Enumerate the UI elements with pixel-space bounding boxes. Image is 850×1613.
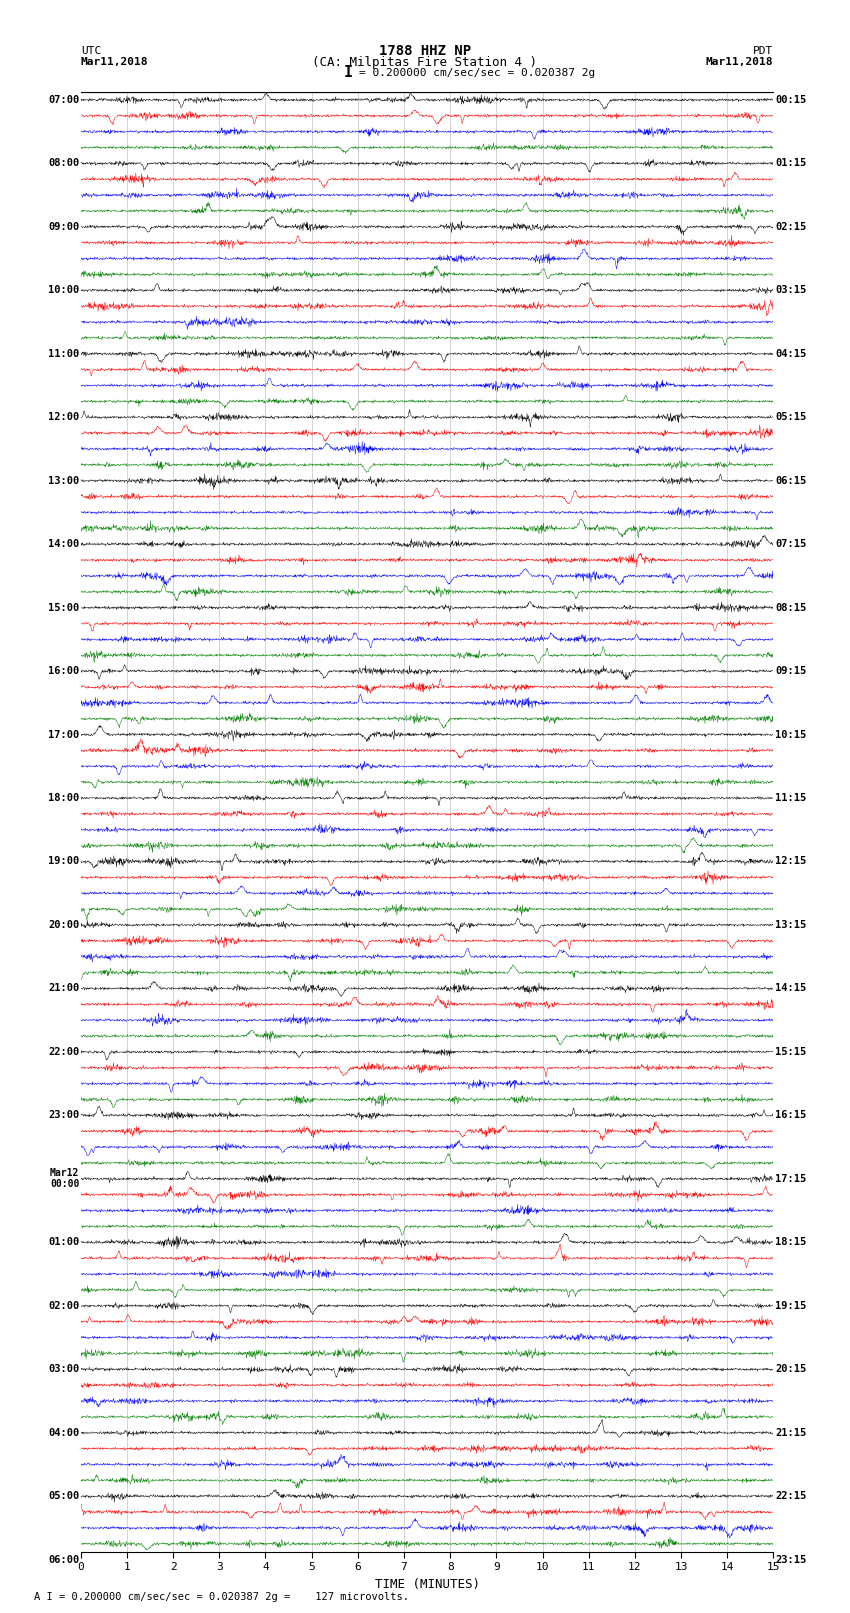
- Text: 12:15: 12:15: [775, 857, 806, 866]
- Text: 05:15: 05:15: [775, 413, 806, 423]
- Text: 09:00: 09:00: [48, 223, 79, 232]
- Text: 22:15: 22:15: [775, 1490, 806, 1502]
- Text: 20:00: 20:00: [48, 919, 79, 931]
- Text: 02:00: 02:00: [48, 1300, 79, 1311]
- Text: 10:15: 10:15: [775, 729, 806, 739]
- Text: 01:15: 01:15: [775, 158, 806, 168]
- Text: 14:15: 14:15: [775, 984, 806, 994]
- Text: 07:15: 07:15: [775, 539, 806, 548]
- Text: = 0.200000 cm/sec/sec = 0.020387 2g: = 0.200000 cm/sec/sec = 0.020387 2g: [359, 68, 595, 77]
- Text: 18:00: 18:00: [48, 794, 79, 803]
- Text: I: I: [344, 66, 353, 81]
- Text: 19:00: 19:00: [48, 857, 79, 866]
- Text: 06:15: 06:15: [775, 476, 806, 486]
- Text: 02:15: 02:15: [775, 223, 806, 232]
- Text: 00:15: 00:15: [775, 95, 806, 105]
- Text: 15:15: 15:15: [775, 1047, 806, 1057]
- Text: 1788 HHZ NP: 1788 HHZ NP: [379, 44, 471, 58]
- Text: 08:00: 08:00: [48, 158, 79, 168]
- Text: 20:15: 20:15: [775, 1365, 806, 1374]
- Text: 23:00: 23:00: [48, 1110, 79, 1121]
- Text: 17:00: 17:00: [48, 729, 79, 739]
- Text: 22:00: 22:00: [48, 1047, 79, 1057]
- Text: 03:15: 03:15: [775, 286, 806, 295]
- Text: 17:15: 17:15: [775, 1174, 806, 1184]
- Text: 21:00: 21:00: [48, 984, 79, 994]
- Text: 10:00: 10:00: [48, 286, 79, 295]
- Text: 16:15: 16:15: [775, 1110, 806, 1121]
- Text: 14:00: 14:00: [48, 539, 79, 548]
- Text: PDT: PDT: [753, 45, 774, 56]
- Text: (CA: Milpitas Fire Station 4 ): (CA: Milpitas Fire Station 4 ): [313, 55, 537, 69]
- Text: 21:15: 21:15: [775, 1428, 806, 1437]
- Text: 18:15: 18:15: [775, 1237, 806, 1247]
- Text: 04:15: 04:15: [775, 348, 806, 358]
- Text: 19:15: 19:15: [775, 1300, 806, 1311]
- Text: 16:00: 16:00: [48, 666, 79, 676]
- Text: 13:00: 13:00: [48, 476, 79, 486]
- Text: Mar11,2018: Mar11,2018: [706, 56, 774, 68]
- Text: 09:15: 09:15: [775, 666, 806, 676]
- Text: Mar11,2018: Mar11,2018: [81, 56, 148, 68]
- Text: 11:15: 11:15: [775, 794, 806, 803]
- Text: 06:00: 06:00: [48, 1555, 79, 1565]
- Text: A I = 0.200000 cm/sec/sec = 0.020387 2g =    127 microvolts.: A I = 0.200000 cm/sec/sec = 0.020387 2g …: [34, 1592, 409, 1602]
- Text: 04:00: 04:00: [48, 1428, 79, 1437]
- Text: 01:00: 01:00: [48, 1237, 79, 1247]
- Text: 15:00: 15:00: [48, 603, 79, 613]
- Text: 05:00: 05:00: [48, 1490, 79, 1502]
- Text: 13:15: 13:15: [775, 919, 806, 931]
- Text: 11:00: 11:00: [48, 348, 79, 358]
- Text: 23:15: 23:15: [775, 1555, 806, 1565]
- Text: 08:15: 08:15: [775, 603, 806, 613]
- Text: Mar12
00:00: Mar12 00:00: [50, 1168, 79, 1189]
- Text: 03:00: 03:00: [48, 1365, 79, 1374]
- X-axis label: TIME (MINUTES): TIME (MINUTES): [375, 1578, 479, 1590]
- Text: UTC: UTC: [81, 45, 101, 56]
- Text: 07:00: 07:00: [48, 95, 79, 105]
- Text: 12:00: 12:00: [48, 413, 79, 423]
